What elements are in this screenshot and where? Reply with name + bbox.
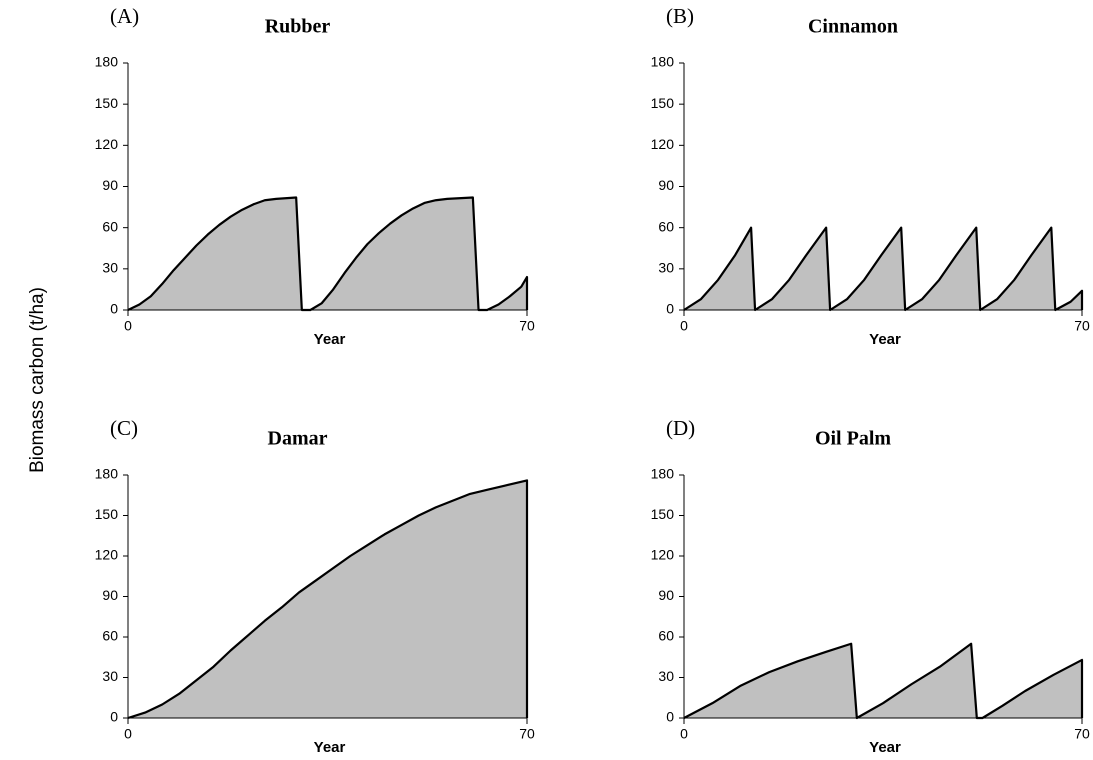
x-tick-label: 0 (124, 318, 132, 334)
y-tick-label: 150 (95, 506, 119, 522)
x-tick-label: 70 (1074, 318, 1090, 334)
y-tick-label: 90 (102, 177, 118, 193)
x-tick-label: 0 (124, 726, 132, 742)
panel-label: (C) (110, 416, 138, 440)
y-tick-label: 0 (666, 301, 674, 317)
x-axis-label: Year (869, 331, 901, 348)
y-axis-label: Biomass carbon (t/ha) (27, 287, 48, 473)
y-tick-label: 60 (102, 628, 118, 644)
chart-title: Damar (268, 428, 328, 450)
x-tick-label: 70 (519, 318, 535, 334)
y-tick-label: 60 (102, 218, 118, 234)
x-axis-label: Year (314, 739, 346, 756)
area (128, 197, 527, 310)
y-tick-label: 180 (95, 54, 119, 70)
y-tick-label: 30 (658, 668, 674, 684)
y-tick-label: 150 (95, 95, 119, 111)
chart-title: Oil Palm (815, 428, 891, 450)
y-tick-label: 90 (658, 587, 674, 603)
y-tick-label: 90 (658, 177, 674, 193)
y-tick-label: 120 (651, 547, 675, 563)
area (128, 480, 527, 718)
chart-title: Cinnamon (808, 16, 898, 38)
area (684, 643, 1082, 718)
chart-title: Rubber (265, 16, 331, 38)
x-axis-label: Year (869, 739, 901, 756)
x-tick-label: 70 (519, 726, 535, 742)
y-tick-label: 0 (110, 301, 118, 317)
y-tick-label: 60 (658, 628, 674, 644)
y-tick-label: 180 (651, 54, 675, 70)
y-tick-label: 60 (658, 218, 674, 234)
panel-label: (D) (666, 416, 695, 440)
y-tick-label: 180 (651, 466, 675, 482)
x-axis-label: Year (314, 331, 346, 348)
y-tick-label: 0 (666, 709, 674, 725)
y-tick-label: 90 (102, 587, 118, 603)
y-tick-label: 30 (102, 260, 118, 276)
area-outline (683, 226, 1084, 312)
y-tick-label: 180 (95, 466, 119, 482)
y-tick-label: 150 (651, 95, 675, 111)
x-tick-label: 70 (1074, 726, 1090, 742)
x-tick-label: 0 (680, 726, 688, 742)
y-tick-label: 30 (658, 260, 674, 276)
y-tick-label: 30 (102, 668, 118, 684)
area-outline (127, 479, 529, 720)
panel-label: (B) (666, 4, 694, 28)
y-tick-label: 120 (95, 136, 119, 152)
area (684, 227, 1082, 310)
y-tick-label: 120 (651, 136, 675, 152)
y-tick-label: 0 (110, 709, 118, 725)
x-tick-label: 0 (680, 318, 688, 334)
y-tick-label: 150 (651, 506, 675, 522)
y-tick-label: 120 (95, 547, 119, 563)
panel-label: (A) (110, 4, 139, 28)
area-outline (683, 642, 1084, 720)
